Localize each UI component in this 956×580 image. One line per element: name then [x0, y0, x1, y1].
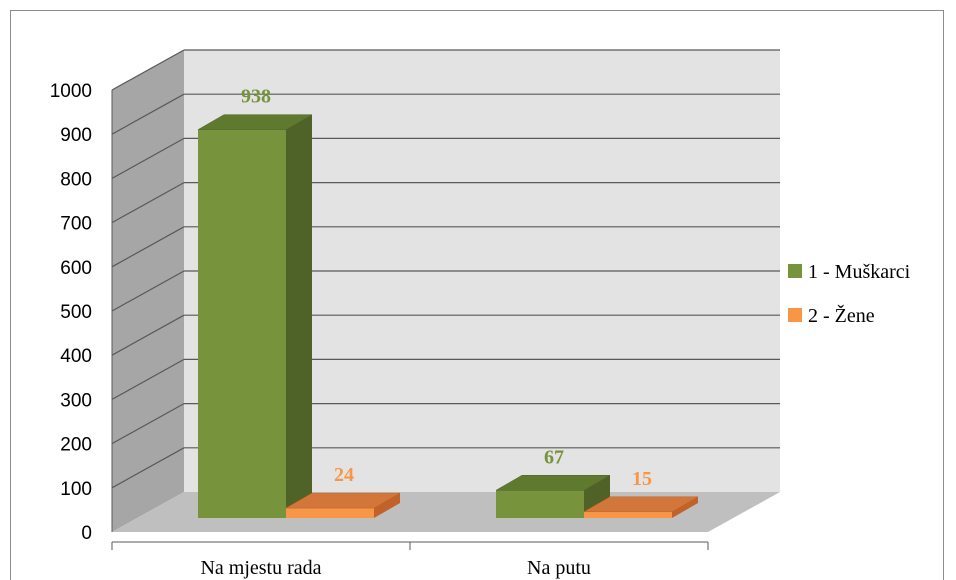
y-tick-label: 700: [60, 214, 92, 235]
legend-swatch: [788, 308, 802, 322]
gridline-side: [111, 314, 185, 356]
bar: [198, 129, 286, 518]
gridline-side: [111, 403, 185, 445]
x-tick-label: Na mjestu rada: [200, 557, 321, 579]
bar-side: [584, 475, 610, 518]
gridline-side: [111, 447, 185, 489]
bar: [496, 490, 584, 518]
x-tick-label: Na putu: [527, 557, 591, 579]
y-tick-label: 300: [60, 390, 92, 411]
legend-label: 1 - Muškarci: [808, 261, 911, 283]
y-tick-label: 400: [60, 346, 92, 367]
gridline-side: [111, 49, 185, 91]
y-tick-label: 500: [60, 302, 92, 323]
y-tick-label: 800: [60, 169, 92, 190]
bar: [584, 511, 672, 518]
y-tick-label: 600: [60, 258, 92, 279]
bar: [286, 508, 374, 518]
bar-side: [672, 496, 698, 518]
y-tick-label: 900: [60, 125, 92, 146]
y-tick-label: 100: [60, 479, 92, 500]
data-label: 938: [241, 86, 271, 108]
gridline-side: [111, 358, 185, 400]
data-label: 15: [632, 468, 652, 490]
legend-swatch: [788, 264, 802, 278]
legend-label: 2 - Žene: [808, 304, 875, 327]
data-label: 24: [334, 464, 354, 486]
gridline-side: [111, 137, 185, 179]
y-tick-label: 200: [60, 435, 92, 456]
gridline-side: [111, 182, 185, 224]
bar-side: [374, 493, 400, 518]
gridline-side: [111, 270, 185, 312]
y-tick-label: 0: [81, 523, 92, 544]
gridline-side: [111, 93, 185, 135]
data-label: 67: [544, 446, 564, 468]
y-tick-label: 1000: [50, 81, 92, 102]
bar-side: [286, 114, 312, 518]
gridline-side: [111, 226, 185, 268]
